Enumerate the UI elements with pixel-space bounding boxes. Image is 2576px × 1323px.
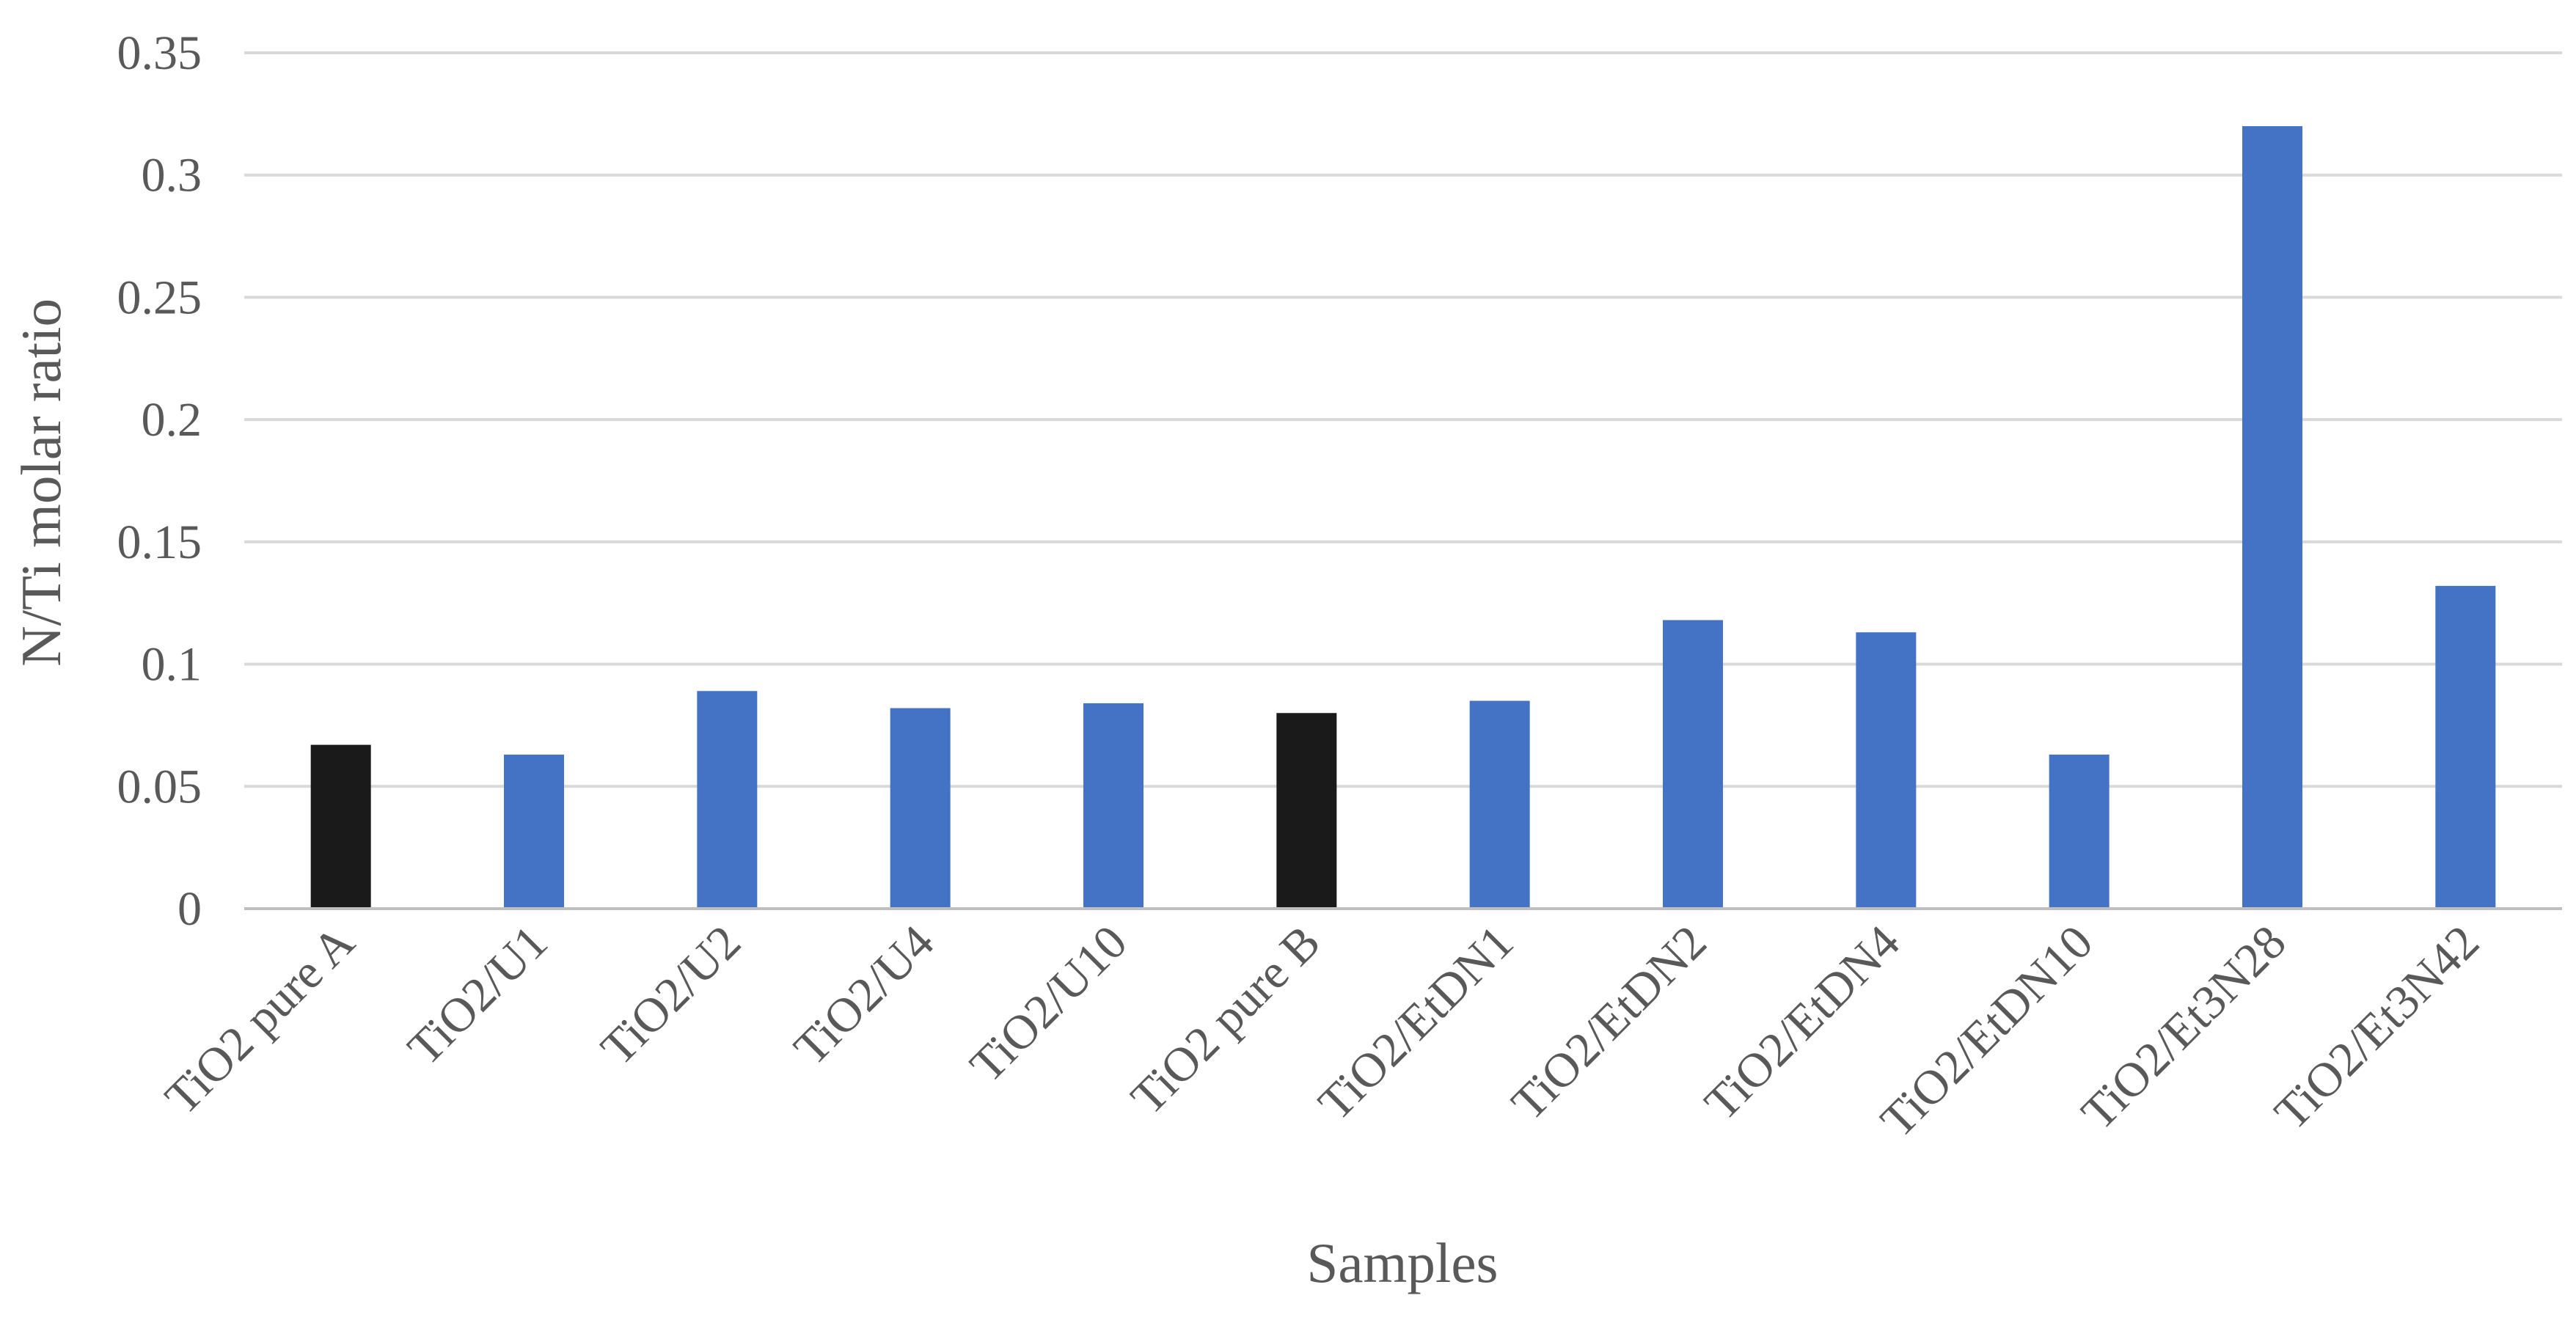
bar-tio2-etdn1 — [1469, 700, 1530, 909]
x-tick-label: TiO2/U1 — [398, 915, 557, 1075]
y-tick-labels: 0 0.05 0.1 0.15 0.2 0.25 0.3 0.35 — [117, 26, 202, 936]
gridlines — [244, 51, 2562, 788]
bar-tio2-etdn4 — [1856, 632, 1917, 909]
bar-tio2-u4 — [890, 708, 951, 909]
bar-tio2-pure-a — [310, 744, 371, 909]
x-tick-label: TiO2/EtDN1 — [1309, 915, 1524, 1131]
bar-tio2-u1 — [504, 754, 564, 909]
bar-tio2-u10 — [1083, 703, 1144, 909]
bar-tio2-etdn2 — [1663, 620, 1723, 909]
bar-tio2-pure-b — [1276, 713, 1337, 909]
y-tick-label: 0.35 — [117, 26, 202, 80]
y-tick-label: 0.3 — [142, 149, 202, 202]
y-tick-label: 0.05 — [117, 760, 202, 813]
bar-tio2-et3n28 — [2242, 126, 2302, 909]
bar-tio2-etdn10 — [2049, 754, 2110, 909]
x-tick-label: TiO2/U4 — [784, 915, 944, 1075]
x-tick-label: TiO2/EtDN2 — [1501, 915, 1717, 1131]
x-axis-title: Samples — [1307, 1231, 1499, 1294]
x-tick-label: TiO2/EtDN4 — [1694, 915, 1910, 1131]
y-tick-label: 0.1 — [142, 638, 202, 692]
x-tick-label: TiO2/Et3N28 — [2071, 915, 2297, 1140]
y-tick-label: 0.25 — [117, 271, 202, 324]
x-tick-label: TiO2 pure A — [155, 915, 365, 1125]
bar-tio2-u2 — [697, 691, 758, 909]
y-tick-label: 0 — [178, 882, 202, 936]
bar-tio2-et3n42 — [2435, 585, 2496, 909]
y-tick-label: 0.15 — [117, 516, 202, 569]
x-tick-labels: TiO2 pure A TiO2/U1 TiO2/U2 TiO2/U4 TiO2/U10… — [155, 915, 2489, 1148]
bars — [310, 126, 2496, 909]
x-tick-label: TiO2/U2 — [590, 915, 750, 1075]
x-tick-label: TiO2/Et3N42 — [2264, 915, 2489, 1140]
x-tick-label: TiO2/U10 — [960, 915, 1138, 1093]
x-tick-label: TiO2 pure B — [1121, 915, 1331, 1125]
y-axis-title: N/Ti molar ratio — [10, 298, 73, 667]
y-tick-label: 0.2 — [142, 393, 202, 447]
